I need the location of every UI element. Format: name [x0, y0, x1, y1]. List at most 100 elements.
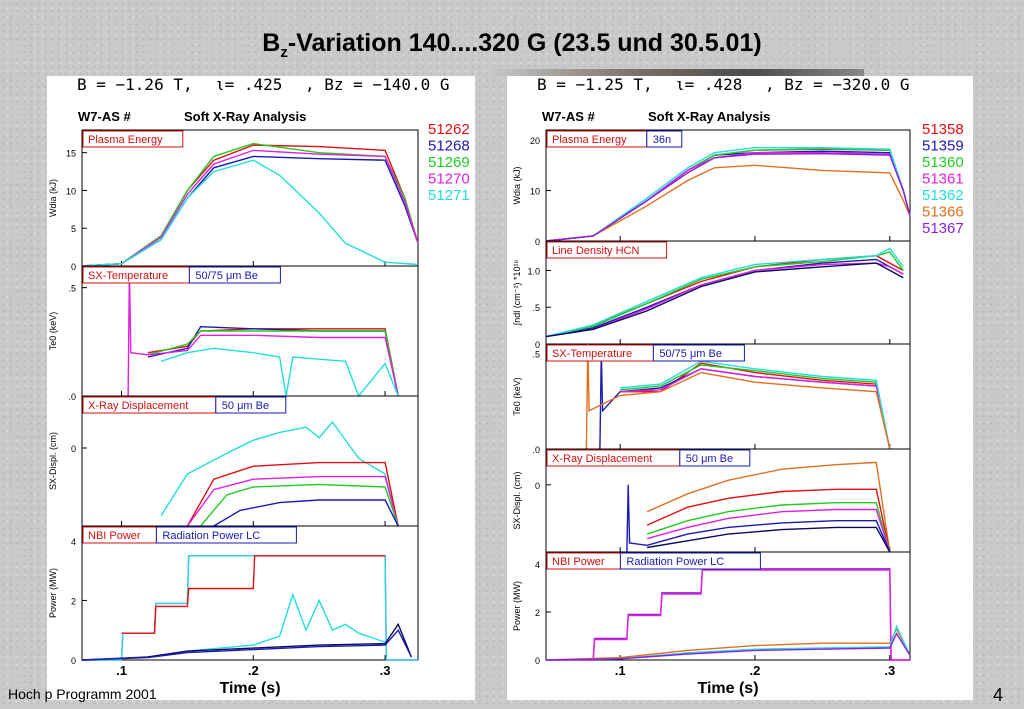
- series-line: [646, 461, 891, 553]
- panel-label-group: SX-Temperature 50/75 μm Be: [82, 266, 281, 284]
- y-tick-label: 0: [535, 237, 540, 247]
- y-tick-label: .0: [532, 445, 540, 455]
- analysis-label: Soft X-Ray Analysis: [648, 109, 770, 124]
- y-tick-label: .5: [68, 284, 76, 294]
- y-tick-label: 2: [71, 596, 76, 606]
- series-line: [646, 488, 891, 553]
- panel-label2: Radiation Power LC: [626, 556, 724, 568]
- panel-label2: 50/75 μm Be: [659, 348, 722, 360]
- panel-label2-box: [215, 396, 287, 414]
- x-tick-label: .1: [116, 663, 127, 678]
- panel-label-group: Line Density HCN: [546, 241, 668, 259]
- panel-label-group: Plasma Energy 36n: [546, 130, 683, 148]
- series-line: [200, 483, 399, 527]
- legend-shot-51366: 51366: [922, 204, 964, 221]
- legend-shot-51271: 51271: [428, 187, 470, 204]
- series-line: [81, 149, 419, 267]
- y-axis-label: Te0 (keV): [512, 377, 522, 416]
- panel-label2-box: [188, 266, 281, 284]
- legend-shot-51269: 51269: [428, 154, 470, 171]
- y-tick-label: 0: [535, 656, 540, 666]
- series-line: [545, 146, 911, 242]
- panel-label: NBI Power: [88, 530, 141, 542]
- institution-label: W7-AS #: [542, 109, 596, 124]
- panel-label2-box: [155, 526, 297, 544]
- y-tick-label: 4: [535, 560, 540, 570]
- panel-4: 0 2 4 Power (MW) NBI Power Radiation Power LC: [48, 525, 419, 666]
- x-axis-label: Time (s): [219, 680, 280, 697]
- series-line: [213, 499, 399, 527]
- y-tick-label: 10: [530, 187, 540, 197]
- x-tick-label: .3: [380, 663, 391, 678]
- series-line: [82, 555, 418, 661]
- panel-label: Line Density HCN: [552, 245, 639, 257]
- panel-2: 0 .5 1.0 ∫ndl (cm⁻²) *10¹⁶ Line Density HCN: [512, 240, 911, 350]
- panel-label-group: Plasma Energy: [82, 130, 184, 148]
- panel-2: .0 .5 Te0 (keV) SX-Temperature 50/75 μm Be: [48, 265, 419, 402]
- panel-label2-box: [652, 344, 745, 362]
- y-tick-label: .0: [68, 392, 76, 402]
- series-line: [646, 508, 891, 553]
- y-axis-label: Power (MW): [512, 581, 522, 631]
- y-tick-label: 20: [530, 136, 540, 146]
- series-line: [545, 247, 904, 338]
- y-tick-label: 15: [66, 149, 76, 159]
- series-line: [546, 569, 910, 661]
- panel-label: SX-Temperature: [552, 348, 632, 360]
- y-tick-label: 4: [71, 537, 76, 547]
- panel-label: X-Ray Displacement: [552, 453, 652, 465]
- y-axis-label: Power (MW): [48, 568, 58, 618]
- panel-label-group: NBI Power Radiation Power LC: [546, 552, 761, 570]
- y-tick-label: 1.0: [527, 266, 540, 276]
- series-line: [620, 368, 891, 450]
- header-iota: ι= .428: [675, 75, 742, 94]
- x-tick-label: .3: [884, 663, 895, 678]
- panel-frame: [545, 551, 911, 661]
- panel-label-box: [82, 130, 184, 148]
- y-tick-label: .5: [532, 303, 540, 313]
- series-line: [545, 262, 904, 338]
- y-axis-label: Wdia (kJ): [48, 179, 58, 217]
- chart-figure-2: B = −1.25 T, ι= .428 , Bz = −320.0 G W7-AS …: [507, 75, 973, 700]
- panel-4: 0 SX-Displ. (cm) X-Ray Displacement 50 μm B…: [512, 448, 911, 553]
- x-tick-label: .2: [248, 663, 259, 678]
- panel-label2: 50 μm Be: [686, 453, 733, 465]
- series-line: [160, 347, 399, 398]
- panel-label2: 50/75 μm Be: [195, 270, 258, 282]
- panel-label2-box: [679, 449, 751, 467]
- y-tick-label: 2: [535, 608, 540, 618]
- series-line: [545, 632, 911, 661]
- series-line: [646, 526, 891, 553]
- x-axis-label: Time (s): [697, 680, 758, 697]
- panel-1: 0 5 10 15 Wdia (kJ) Plasma Energy: [48, 129, 419, 272]
- y-tick-label: 0: [71, 656, 76, 666]
- series-line: [81, 622, 413, 661]
- legend-shot-51362: 51362: [922, 187, 964, 204]
- panel-label: SX-Temperature: [88, 270, 168, 282]
- panel-label2: 50 μm Be: [222, 400, 269, 412]
- header-iota: ι= .425: [215, 75, 282, 94]
- series-line: [545, 164, 911, 242]
- series-line: [626, 484, 891, 553]
- panel-label2-box: [646, 130, 683, 148]
- panel-label: Plasma Energy: [552, 134, 627, 146]
- panel-label-box: [546, 241, 668, 259]
- y-tick-label: 0: [535, 340, 540, 350]
- legend-shot-51270: 51270: [428, 171, 470, 188]
- panel-label: Plasma Energy: [88, 134, 163, 146]
- y-tick-label: 5: [71, 224, 76, 234]
- legend-shot-51367: 51367: [922, 220, 964, 237]
- series-line: [160, 420, 399, 527]
- panel-1: 0 10 20 Wdia (kJ) Plasma Energy 36n: [512, 129, 911, 247]
- header-b-field: B = −1.26 T,: [77, 75, 193, 94]
- y-axis-label: SX-Displ. (cm): [48, 432, 58, 490]
- y-tick-label: 0: [535, 481, 540, 491]
- legend-shot-51268: 51268: [428, 138, 470, 155]
- slide-title: Bz-Variation 140....320 G (23.5 und 30.5…: [262, 29, 762, 61]
- panel-5: 0 2 4 Power (MW) NBI Power Radiation Power LC: [512, 551, 911, 666]
- panel-label-group: NBI Power Radiation Power LC: [82, 526, 297, 544]
- y-axis-label: Wdia (kJ): [512, 166, 522, 204]
- y-tick-label: 0: [71, 262, 76, 272]
- footer-text: Hoch p Programm 2001: [8, 686, 157, 702]
- series-line: [121, 555, 386, 634]
